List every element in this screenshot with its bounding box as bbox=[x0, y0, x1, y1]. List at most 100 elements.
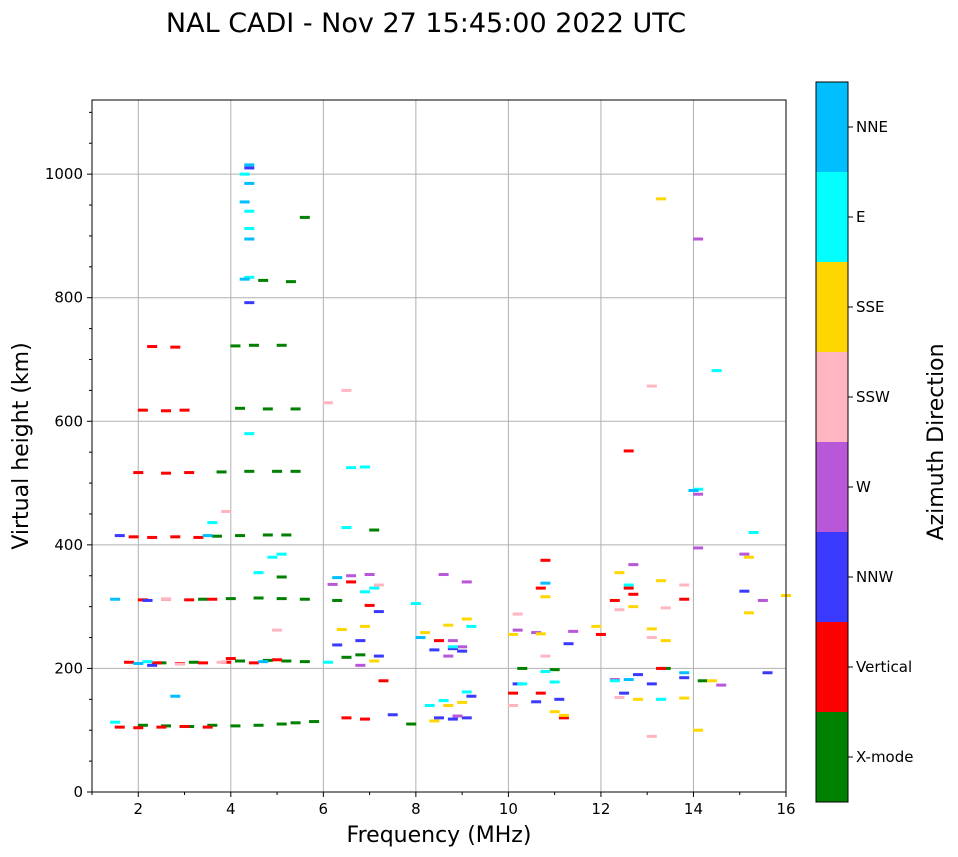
y-tick-label: 400 bbox=[54, 536, 83, 554]
echo-point bbox=[706, 679, 717, 683]
echo-point bbox=[235, 534, 246, 538]
echo-point bbox=[429, 648, 440, 652]
echo-point bbox=[170, 345, 181, 349]
echo-point bbox=[466, 624, 477, 628]
echo-point bbox=[614, 571, 625, 575]
echo-point bbox=[434, 639, 444, 643]
echo-point bbox=[420, 631, 431, 635]
colorbar-segment bbox=[816, 262, 848, 352]
echo-point bbox=[299, 215, 310, 219]
echo-point bbox=[679, 583, 690, 587]
echo-point bbox=[656, 579, 667, 583]
echo-point bbox=[239, 277, 250, 281]
echo-point bbox=[258, 278, 269, 282]
data-points bbox=[110, 163, 791, 738]
colorbar-segment bbox=[816, 442, 848, 532]
echo-point bbox=[558, 716, 569, 720]
echo-point bbox=[299, 597, 310, 601]
echo-point bbox=[207, 521, 218, 525]
echo-point bbox=[359, 717, 370, 721]
echo-point bbox=[679, 676, 690, 680]
y-tick-label: 0 bbox=[73, 783, 83, 801]
echo-point bbox=[540, 670, 551, 674]
echo-point bbox=[239, 172, 250, 176]
series-x-mode bbox=[137, 215, 708, 729]
series-e bbox=[110, 172, 759, 724]
echo-point bbox=[244, 181, 255, 185]
echo-point bbox=[309, 720, 320, 724]
echo-point bbox=[281, 659, 292, 663]
echo-point bbox=[253, 723, 264, 727]
echo-point bbox=[461, 716, 472, 720]
echo-point bbox=[184, 598, 195, 602]
colorbar-label: X-mode bbox=[856, 748, 913, 766]
colorbar-label: NNW bbox=[856, 568, 893, 586]
echo-point bbox=[549, 668, 560, 672]
colorbar-label: NNE bbox=[856, 118, 888, 136]
echo-point bbox=[276, 597, 287, 601]
echo-point bbox=[443, 704, 454, 707]
echo-point bbox=[646, 682, 657, 686]
y-tick-label: 600 bbox=[54, 412, 83, 430]
echo-point bbox=[623, 583, 634, 587]
echo-point bbox=[373, 610, 384, 614]
echo-point bbox=[179, 725, 190, 729]
echo-point bbox=[660, 639, 671, 643]
echo-point bbox=[244, 209, 255, 213]
echo-point bbox=[614, 695, 625, 699]
colorbar-label: SSW bbox=[856, 388, 890, 406]
echo-point bbox=[614, 608, 625, 612]
echo-point bbox=[276, 343, 287, 347]
echo-point bbox=[170, 694, 181, 698]
echo-point bbox=[248, 661, 259, 665]
x-axis-label: Frequency (MHz) bbox=[347, 823, 532, 848]
echo-point bbox=[202, 534, 213, 538]
echo-point bbox=[369, 586, 380, 590]
echo-point bbox=[632, 697, 643, 701]
echo-point bbox=[540, 581, 551, 585]
echo-point bbox=[679, 597, 690, 601]
echo-point bbox=[628, 592, 639, 596]
echo-point bbox=[156, 725, 167, 729]
echo-point bbox=[743, 611, 754, 615]
echo-point bbox=[161, 409, 172, 413]
series-sse bbox=[336, 197, 791, 732]
echo-point bbox=[244, 227, 255, 231]
echo-point bbox=[623, 678, 634, 682]
echo-point bbox=[447, 647, 458, 651]
echo-point bbox=[299, 660, 310, 664]
echo-point bbox=[216, 470, 227, 474]
colorbar-title: Azimuth Direction bbox=[924, 343, 949, 540]
echo-point bbox=[258, 660, 269, 664]
echo-point bbox=[276, 552, 287, 556]
echo-point bbox=[341, 655, 352, 659]
echo-point bbox=[355, 639, 366, 643]
echo-point bbox=[290, 407, 301, 411]
echo-point bbox=[531, 700, 542, 704]
echo-point bbox=[147, 663, 158, 667]
echo-point bbox=[244, 166, 255, 170]
echo-point bbox=[281, 533, 292, 537]
echo-point bbox=[517, 666, 528, 670]
echo-point bbox=[110, 720, 121, 724]
echo-point bbox=[346, 574, 357, 578]
echo-point bbox=[563, 642, 574, 646]
echo-point bbox=[239, 200, 250, 204]
x-tick-label: 6 bbox=[319, 800, 329, 818]
colorbar-label: E bbox=[856, 208, 865, 226]
echo-point bbox=[198, 661, 209, 665]
echo-point bbox=[656, 697, 667, 701]
echo-point bbox=[447, 645, 458, 649]
chart-title: NAL CADI - Nov 27 15:45:00 2022 UTC bbox=[166, 8, 686, 39]
echo-point bbox=[679, 671, 690, 675]
echo-point bbox=[355, 663, 366, 667]
echo-point bbox=[332, 576, 343, 580]
echo-point bbox=[535, 632, 546, 636]
echo-point bbox=[716, 683, 727, 687]
x-tick-label: 14 bbox=[684, 800, 703, 818]
echo-point bbox=[346, 466, 357, 470]
echo-point bbox=[174, 662, 185, 666]
colorbar-label: Vertical bbox=[856, 658, 912, 676]
echo-point bbox=[272, 658, 283, 662]
echo-point bbox=[568, 629, 579, 633]
